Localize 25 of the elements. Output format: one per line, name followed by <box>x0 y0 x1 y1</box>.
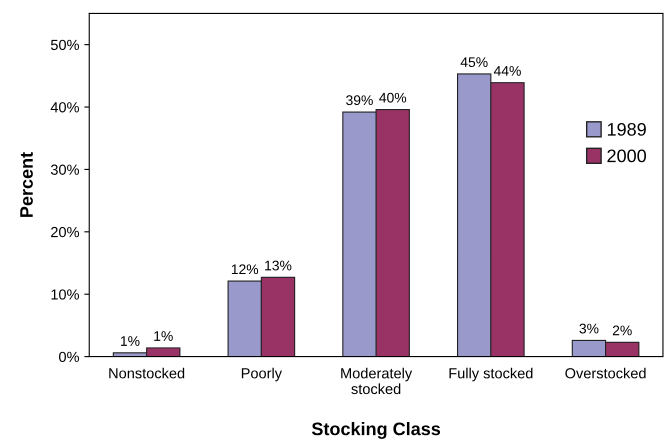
y-tick-label: 30% <box>50 164 80 175</box>
data-label: 45% <box>460 57 488 68</box>
x-tick-label: Poorly <box>242 368 282 382</box>
data-label: 3% <box>579 324 598 334</box>
data-label: 40% <box>379 92 406 103</box>
legend-label: 2000 <box>607 149 646 162</box>
data-label: 12% <box>232 264 258 274</box>
data-label: 13% <box>265 260 292 270</box>
data-label: 2% <box>612 326 632 336</box>
x-axis-title: Stocking Class <box>312 422 440 439</box>
data-label: 39% <box>346 95 373 106</box>
y-tick-label: 20% <box>51 226 80 238</box>
y-tick-label: 10% <box>51 289 80 300</box>
y-tick-label: 50% <box>50 40 80 50</box>
y-tick-label: 0% <box>59 352 79 362</box>
x-tick-label: Nonstocked <box>109 368 184 378</box>
data-label: 1% <box>121 336 140 346</box>
x-tick-label: Moderately stocked <box>341 368 412 394</box>
legend-label: 1989 <box>608 122 646 136</box>
y-axis-title: Percent <box>20 152 33 217</box>
y-tick-label: 40% <box>50 102 80 112</box>
data-label: 44% <box>494 66 521 76</box>
x-tick-label: Fully stocked <box>449 368 532 382</box>
data-label: 1% <box>154 331 173 341</box>
x-tick-label: Overstocked <box>565 368 646 378</box>
